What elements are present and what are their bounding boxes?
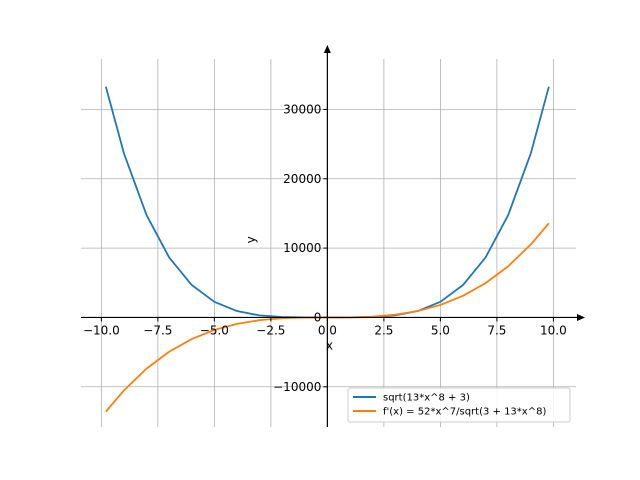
axes <box>81 45 585 427</box>
grid <box>81 59 576 427</box>
legend-label-1: f'(x) = 52*x^7/sqrt(3 + 13*x^8) <box>383 407 546 418</box>
y-axis-label: y <box>244 236 258 243</box>
y-tick-label-3: 20000 <box>283 172 321 186</box>
x-tick-label-4: 0.0 <box>318 323 337 337</box>
y-tick-label-4: 30000 <box>283 102 321 116</box>
legend: sqrt(13*x^8 + 3) f'(x) = 52*x^7/sqrt(3 +… <box>347 387 571 423</box>
x-tick-label-5: 2.5 <box>374 323 393 337</box>
x-tick-label-8: 10.0 <box>540 323 567 337</box>
y-axis-arrow <box>323 45 331 53</box>
legend-label-0: sqrt(13*x^8 + 3) <box>383 393 470 404</box>
x-axis-label: x <box>326 338 333 352</box>
y-tick-label-1: 0 <box>314 310 322 324</box>
x-axis-arrow <box>577 313 585 321</box>
x-tick-label-1: −7.5 <box>143 323 172 337</box>
x-tick-label-6: 5.0 <box>431 323 450 337</box>
ticks: −10.0 −7.5 −5.0 −2.5 0.0 2.5 5.0 7.5 10.0 −10000 0… <box>83 102 567 393</box>
y-tick-label-0: −10000 <box>273 380 321 394</box>
y-tick-label-2: 10000 <box>283 241 321 255</box>
legend-box <box>347 387 571 423</box>
x-tick-label-2: −5.0 <box>200 323 229 337</box>
x-tick-label-3: −2.5 <box>256 323 285 337</box>
x-tick-label-0: −10.0 <box>83 323 120 337</box>
x-tick-label-7: 7.5 <box>487 323 506 337</box>
